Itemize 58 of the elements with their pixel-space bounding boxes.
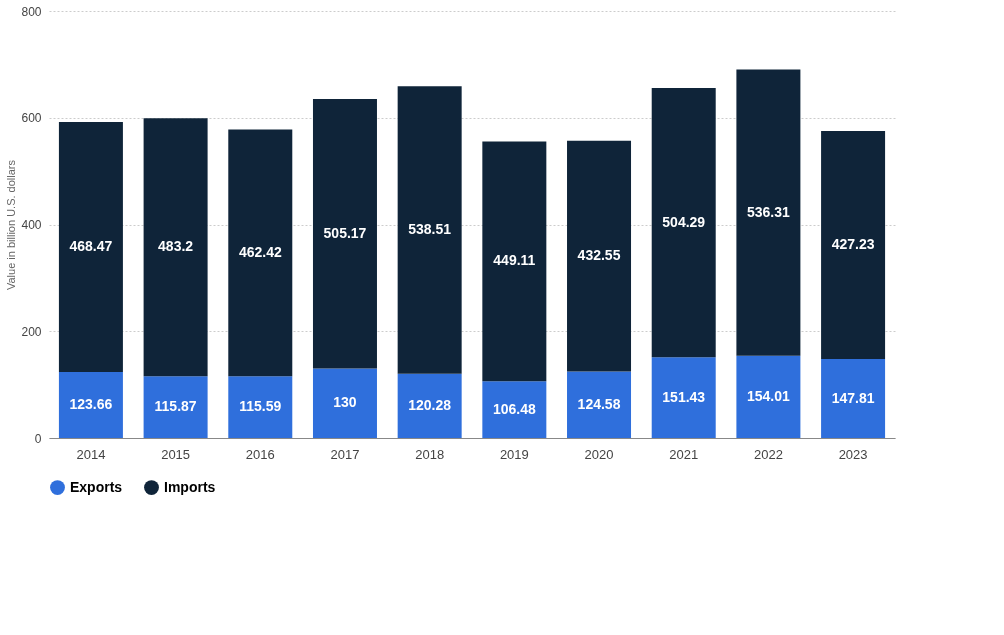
- x-tick-label: 2022: [753, 446, 783, 462]
- bar: [821, 359, 886, 438]
- y-tick-label: 400: [21, 218, 42, 232]
- bar: [312, 368, 377, 438]
- data-label: 124.58: [577, 395, 621, 412]
- bar: [58, 121, 123, 372]
- bar: [482, 141, 547, 382]
- bar: [651, 357, 716, 438]
- x-tick-label: 2023: [838, 446, 868, 462]
- data-label: 147.81: [831, 389, 875, 406]
- bar: [143, 118, 208, 377]
- y-tick-label: 600: [21, 111, 42, 126]
- x-tick-label: 2014: [76, 446, 106, 462]
- x-tick-label: 2019: [499, 446, 529, 462]
- data-label: 123.66: [69, 396, 113, 412]
- x-tick-label: 2018: [415, 446, 445, 462]
- bar: [58, 372, 123, 438]
- data-label: 115.59: [239, 398, 282, 415]
- legend-label: Exports: [70, 478, 123, 495]
- data-label: 483.2: [158, 238, 194, 255]
- bar: [228, 129, 293, 377]
- data-label: 427.23: [831, 236, 875, 253]
- x-tick-label: 2016: [245, 446, 275, 462]
- data-label: 106.48: [492, 400, 536, 417]
- bar: [228, 376, 293, 438]
- data-label: 151.43: [662, 388, 706, 405]
- x-tick-label: 2020: [584, 446, 614, 462]
- bar: [567, 371, 632, 438]
- bar: [821, 131, 886, 360]
- x-tick-label: 2017: [330, 446, 360, 462]
- y-axis-title: Value in billion U.S. dollars: [5, 159, 18, 291]
- data-label: 468.47: [69, 237, 113, 254]
- data-label: 449.11: [493, 252, 536, 269]
- y-tick-label: 800: [21, 4, 42, 19]
- bar: [567, 140, 632, 372]
- data-label: 130: [333, 394, 357, 411]
- data-label: 538.51: [408, 221, 452, 238]
- bar: [143, 376, 208, 438]
- data-label: 462.42: [238, 243, 282, 260]
- data-label: 536.31: [746, 203, 791, 220]
- y-tick-label: 200: [21, 324, 42, 339]
- data-label: 120.28: [408, 396, 452, 413]
- y-tick-label: 0: [34, 431, 42, 446]
- bar: [482, 381, 547, 438]
- bar: [651, 88, 716, 358]
- bar: [312, 98, 377, 369]
- bar: [397, 86, 462, 374]
- x-tick-label: 2015: [161, 446, 191, 462]
- bar: [736, 69, 801, 356]
- data-label: 115.87: [154, 398, 197, 415]
- data-label: 505.17: [323, 224, 367, 241]
- bar: [397, 373, 462, 438]
- bar: [736, 355, 801, 438]
- data-label: 154.01: [746, 387, 791, 404]
- data-label: 432.55: [577, 247, 621, 264]
- x-tick-label: 2021: [669, 446, 699, 462]
- data-label: 504.29: [662, 213, 706, 230]
- legend-label: Imports: [164, 478, 216, 495]
